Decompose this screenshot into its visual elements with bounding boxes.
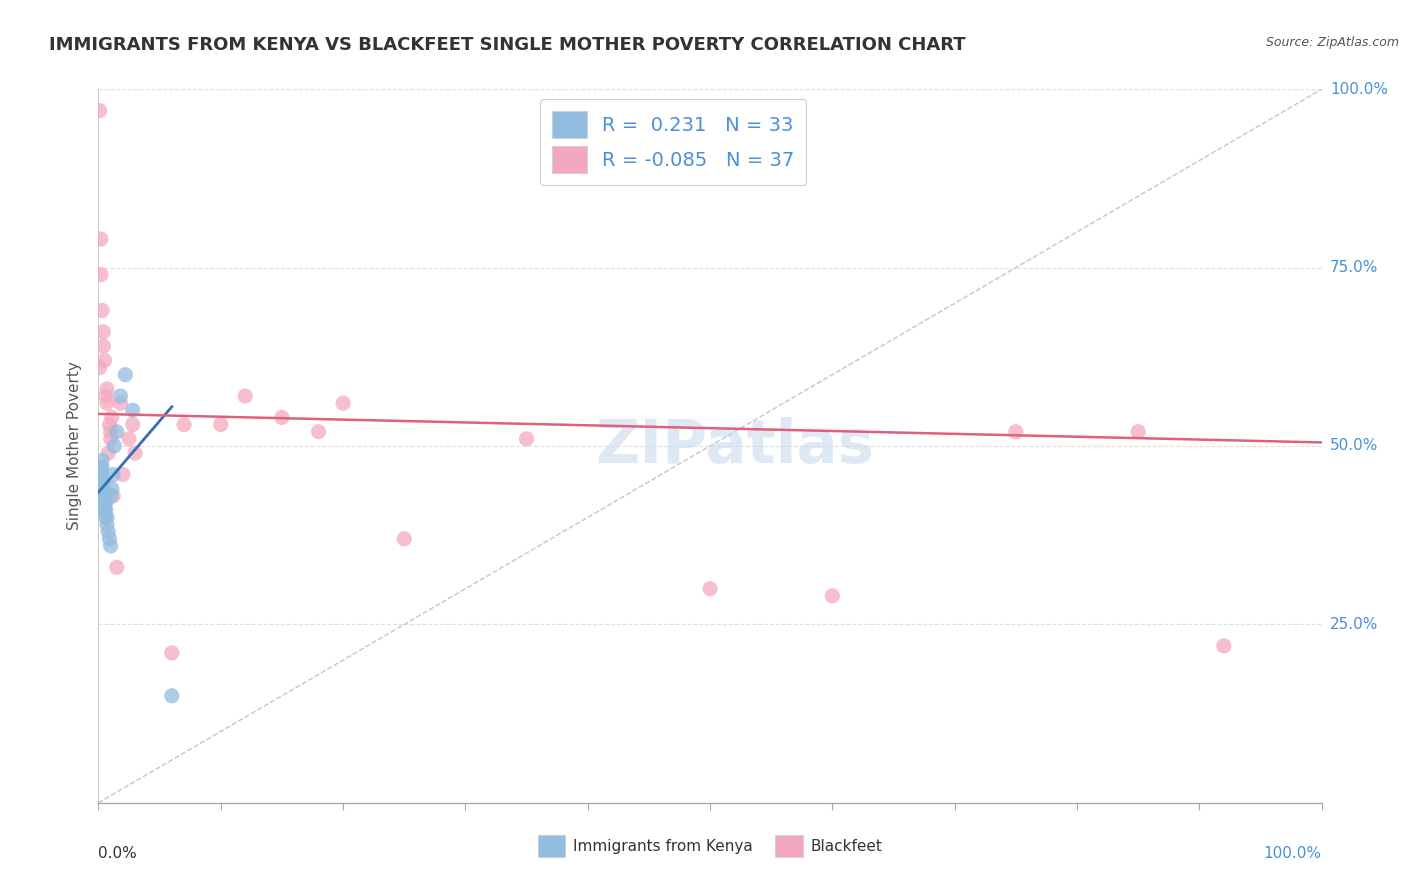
Point (121, 403, 143, 417)
Text: Source: ZipAtlas.com: Source: ZipAtlas.com (1265, 36, 1399, 49)
Point (90, 232, 112, 246)
Text: 25.0%: 25.0% (1330, 617, 1378, 632)
Text: 0.0%: 0.0% (98, 846, 138, 861)
Point (103, 439, 125, 453)
Point (100, 539, 122, 553)
Point (90, 268, 112, 282)
Point (101, 410, 124, 425)
Point (392, 532, 416, 546)
Point (93, 489, 115, 503)
Point (100, 425, 122, 439)
Point (98, 417, 121, 432)
Text: 100.0%: 100.0% (1264, 846, 1322, 861)
Point (89, 489, 111, 503)
Point (93, 353, 115, 368)
Point (160, 689, 183, 703)
Point (91, 482, 114, 496)
Point (110, 396, 132, 410)
Point (90, 475, 112, 489)
Point (270, 410, 294, 425)
Point (173, 417, 195, 432)
Point (91, 303, 114, 318)
Point (1004, 425, 1026, 439)
Point (96, 382, 118, 396)
Point (160, 646, 183, 660)
Point (89, 103, 111, 118)
Point (91, 496, 114, 510)
Point (96, 517, 118, 532)
Point (1128, 425, 1150, 439)
Point (91, 453, 114, 467)
Point (101, 489, 124, 503)
Point (332, 396, 354, 410)
Y-axis label: Single Mother Poverty: Single Mother Poverty (67, 361, 83, 531)
Point (93, 503, 115, 517)
Point (105, 425, 128, 439)
Point (91, 460, 114, 475)
Point (94, 503, 117, 517)
Point (111, 467, 134, 482)
Point (118, 432, 141, 446)
Point (209, 417, 232, 432)
Legend: Immigrants from Kenya, Blackfeet: Immigrants from Kenya, Blackfeet (531, 829, 889, 863)
Text: IMMIGRANTS FROM KENYA VS BLACKFEET SINGLE MOTHER POVERTY CORRELATION CHART: IMMIGRANTS FROM KENYA VS BLACKFEET SINGL… (49, 36, 966, 54)
Point (89, 467, 111, 482)
Point (101, 482, 124, 496)
Point (114, 368, 136, 382)
Point (699, 582, 721, 596)
Point (91, 339, 114, 353)
Point (100, 432, 122, 446)
Text: 75.0%: 75.0% (1330, 260, 1378, 275)
Point (89, 360, 111, 375)
Point (91, 475, 114, 489)
Point (1212, 639, 1234, 653)
Point (515, 432, 537, 446)
Point (91, 482, 114, 496)
Point (94, 389, 117, 403)
Point (90, 460, 112, 475)
Point (101, 467, 124, 482)
Point (821, 589, 844, 603)
Point (233, 389, 256, 403)
Point (96, 510, 118, 524)
Point (97, 524, 120, 539)
Point (93, 496, 115, 510)
Point (105, 560, 128, 574)
Point (98, 532, 121, 546)
Point (308, 425, 330, 439)
Point (91, 325, 114, 339)
Point (100, 489, 122, 503)
Point (91, 489, 114, 503)
Point (121, 417, 143, 432)
Point (124, 446, 146, 460)
Point (96, 396, 118, 410)
Text: ZIPatlas: ZIPatlas (595, 417, 875, 475)
Point (94, 496, 117, 510)
Text: 100.0%: 100.0% (1330, 82, 1388, 96)
Point (91, 467, 114, 482)
Point (94, 510, 117, 524)
Text: 50.0%: 50.0% (1330, 439, 1378, 453)
Point (97, 446, 120, 460)
Point (91, 475, 114, 489)
Point (110, 389, 132, 403)
